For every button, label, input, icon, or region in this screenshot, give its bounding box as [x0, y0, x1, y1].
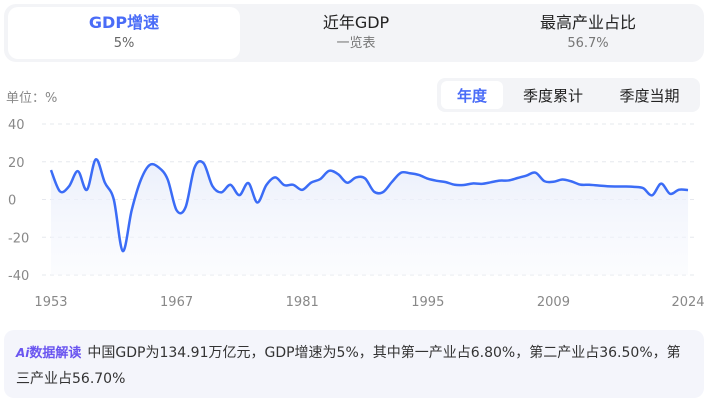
tab-subtitle: 56.7% — [567, 36, 609, 51]
period-quarterly-current[interactable]: 季度当期 — [619, 86, 680, 105]
tab-subtitle: 一览表 — [336, 36, 376, 51]
tab-recent-gdp[interactable]: 近年GDP 一览表 — [240, 7, 472, 59]
tab-title: 最高产业占比 — [539, 13, 636, 32]
ai-icon: Ai — [16, 346, 30, 360]
interpretation-text: 中国GDP为134.91万亿元，GDP增速为5%，其中第一产业占6.80%，第二… — [16, 345, 681, 387]
tab-top-industry-share[interactable]: 最高产业占比 56.7% — [472, 7, 704, 59]
period-annual[interactable]: 年度 — [441, 81, 503, 109]
x-tick-label: 2024 — [671, 295, 704, 310]
gdp-growth-chart: 40 20 0 -20 -40 1953 1967 1981 1995 2009 2024 — [8, 118, 705, 310]
y-tick-label: 20 — [8, 156, 25, 171]
y-tick-label: -20 — [8, 231, 29, 246]
tab-gdp-growth[interactable]: GDP增速 5% — [8, 7, 240, 59]
x-tick-label: 1967 — [160, 295, 193, 310]
y-tick-label: -40 — [8, 269, 29, 284]
x-tick-label: 1995 — [411, 295, 444, 310]
unit-label: 单位：% — [6, 91, 58, 106]
series-line[interactable] — [49, 158, 689, 253]
tab-subtitle: 5% — [113, 36, 135, 51]
ai-badge: Ai数据解读 — [16, 343, 81, 364]
x-tick-label: 2009 — [537, 295, 570, 310]
x-tick-label: 1953 — [34, 295, 67, 310]
y-tick-label: 40 — [8, 118, 25, 133]
y-tick-label: 0 — [8, 194, 16, 209]
metric-tabs: GDP增速 5% 近年GDP 一览表 最高产业占比 56.7% — [4, 4, 704, 62]
period-selector: 年度 季度累计 季度当期 — [437, 78, 700, 112]
period-quarterly-cumulative[interactable]: 季度累计 — [522, 86, 583, 105]
tab-title: GDP增速 — [88, 13, 160, 32]
ai-badge-label: 数据解读 — [29, 346, 82, 361]
tab-title: 近年GDP — [322, 13, 390, 32]
x-tick-label: 1981 — [286, 295, 319, 310]
data-interpretation: Ai数据解读 中国GDP为134.91万亿元，GDP增速为5%，其中第一产业占6.… — [4, 330, 704, 398]
series-area — [50, 159, 689, 275]
